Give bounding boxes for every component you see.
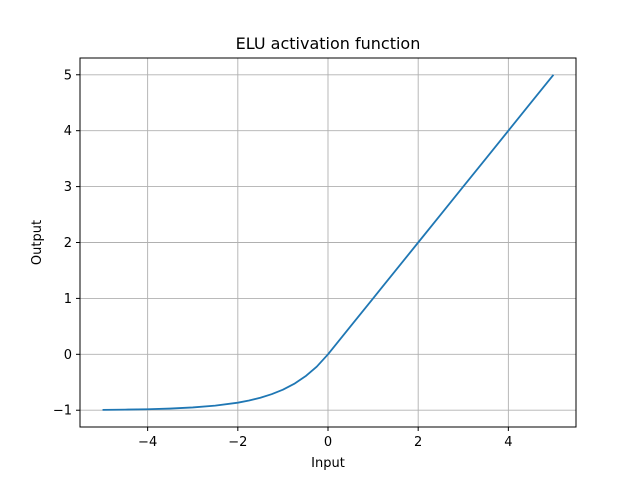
y-tick-label: 1 [64, 292, 72, 307]
x-tick-label: −4 [138, 435, 157, 450]
x-tick-label: −2 [228, 435, 247, 450]
y-axis-label: Output [30, 220, 45, 265]
y-tick-label: 0 [64, 348, 72, 363]
y-tick-label: 2 [64, 236, 72, 251]
y-tick-label: 5 [64, 68, 72, 83]
grid-lines [80, 58, 576, 427]
y-tick-label: −1 [53, 404, 72, 419]
axis-ticks: −4 −2 0 2 4 −1 0 1 2 3 4 5 [53, 68, 513, 450]
plot-area [102, 74, 555, 411]
chart-title: ELU activation function [236, 34, 421, 53]
elu-series-line [102, 74, 555, 411]
x-tick-label: 4 [504, 435, 512, 450]
y-tick-label: 4 [64, 124, 72, 139]
y-tick-label: 3 [64, 180, 72, 195]
x-tick-label: 0 [324, 435, 332, 450]
x-axis-label: Input [311, 456, 345, 471]
x-tick-label: 2 [414, 435, 422, 450]
